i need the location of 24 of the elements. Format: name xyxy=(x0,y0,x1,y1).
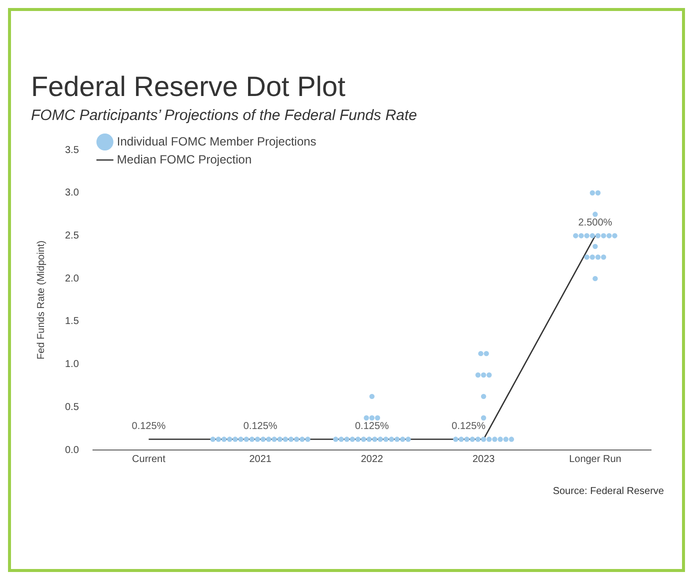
x-tick-label: 2022 xyxy=(360,454,384,465)
y-tick-label: 2.5 xyxy=(64,230,80,242)
chart-title: Federal Reserve Dot Plot xyxy=(31,71,346,103)
y-tick-label: 0.0 xyxy=(64,444,80,456)
y-tick-label: 1.0 xyxy=(64,359,80,370)
x-tick-label: 2023 xyxy=(472,454,496,465)
data-label: 2.500% xyxy=(578,217,612,228)
data-label: 0.125% xyxy=(354,421,390,432)
y-axis-title: Fed Funds Rate (Midpoint) xyxy=(36,240,47,360)
y-tick-label: 3.0 xyxy=(64,188,80,199)
y-tick-label: 3.5 xyxy=(64,144,80,156)
legend-label: Individual FOMC Member Projections xyxy=(116,134,316,148)
x-tick-label: 2021 xyxy=(249,454,272,465)
y-tick-label: 1.5 xyxy=(64,316,80,328)
data-label: 0.125% xyxy=(243,421,278,432)
y-tick-label: 2.0 xyxy=(64,273,80,284)
chart-subtitle: FOMC Participants’ Projections of the Federal Funds Rate xyxy=(31,107,418,124)
source-note: Source: Federal Reserve xyxy=(552,486,665,497)
data-label: 0.125% xyxy=(452,421,486,432)
legend-label: Median FOMC Projection xyxy=(116,152,252,166)
data-label: 0.125% xyxy=(132,421,166,432)
x-tick-label: Current xyxy=(132,454,166,465)
y-tick-label: 0.5 xyxy=(64,402,80,413)
x-tick-label: Longer Run xyxy=(569,454,622,465)
